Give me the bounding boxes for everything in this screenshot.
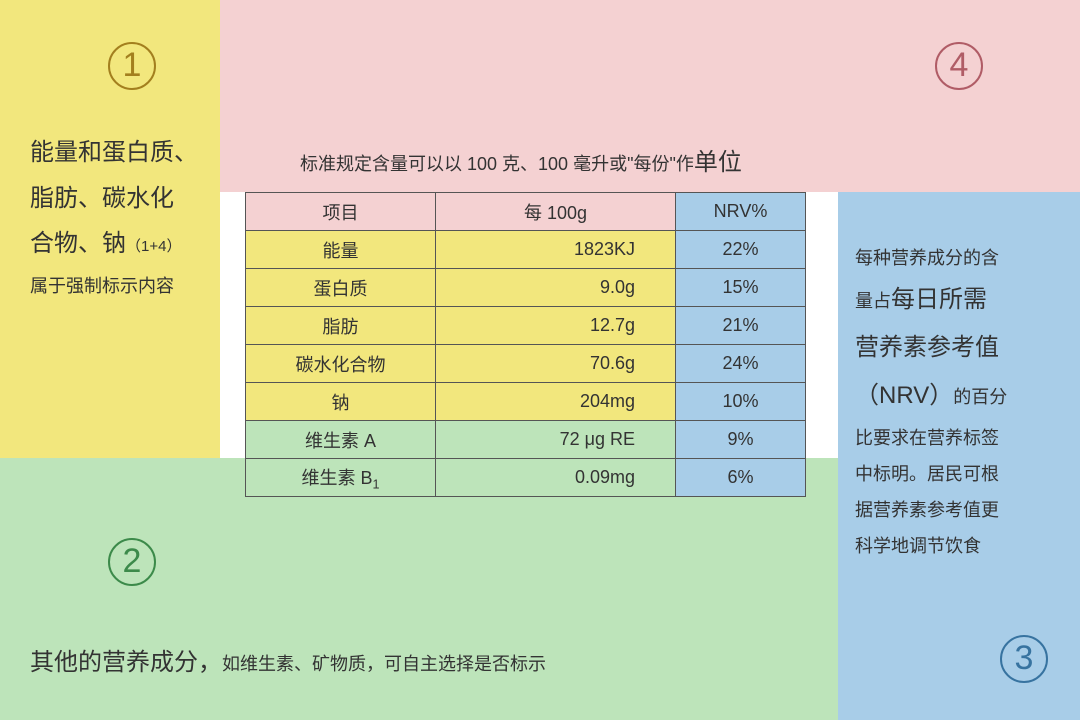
q3-number: 3 <box>1000 635 1048 683</box>
q1-number: 1 <box>108 42 156 90</box>
table-row: 脂肪12.7g21% <box>246 307 806 345</box>
table-row: 项目每 100gNRV% <box>246 193 806 231</box>
q4-text: 标准规定含量可以以 100 克、100 毫升或"每份"作单位 <box>300 140 742 186</box>
circled-2-icon: 2 <box>108 538 156 586</box>
circled-4-icon: 4 <box>935 42 983 90</box>
q2-text: 其他的营养成分，如维生素、矿物质，可自主选择是否标示 <box>30 640 546 686</box>
circled-1-icon: 1 <box>108 42 156 90</box>
q2-number: 2 <box>108 538 156 586</box>
table-row: 碳水化合物70.6g24% <box>246 345 806 383</box>
nutrition-table: 项目每 100gNRV%能量1823KJ22%蛋白质9.0g15%脂肪12.7g… <box>245 192 806 497</box>
q1-text: 能量和蛋白质、 脂肪、碳水化 合物、钠（1+4） 属于强制标示内容 <box>30 130 198 303</box>
table-row: 维生素 B10.09mg6% <box>246 459 806 497</box>
table-row: 能量1823KJ22% <box>246 231 806 269</box>
circled-3-icon: 3 <box>1000 635 1048 683</box>
table-row: 钠204mg10% <box>246 383 806 421</box>
q3-text: 每种营养成分的含 量占每日所需 营养素参考值 （NRV）的百分 比要求在营养标签… <box>855 240 1007 564</box>
table-row: 维生素 A72 μg RE9% <box>246 421 806 459</box>
table-row: 蛋白质9.0g15% <box>246 269 806 307</box>
q4-number: 4 <box>935 42 983 90</box>
